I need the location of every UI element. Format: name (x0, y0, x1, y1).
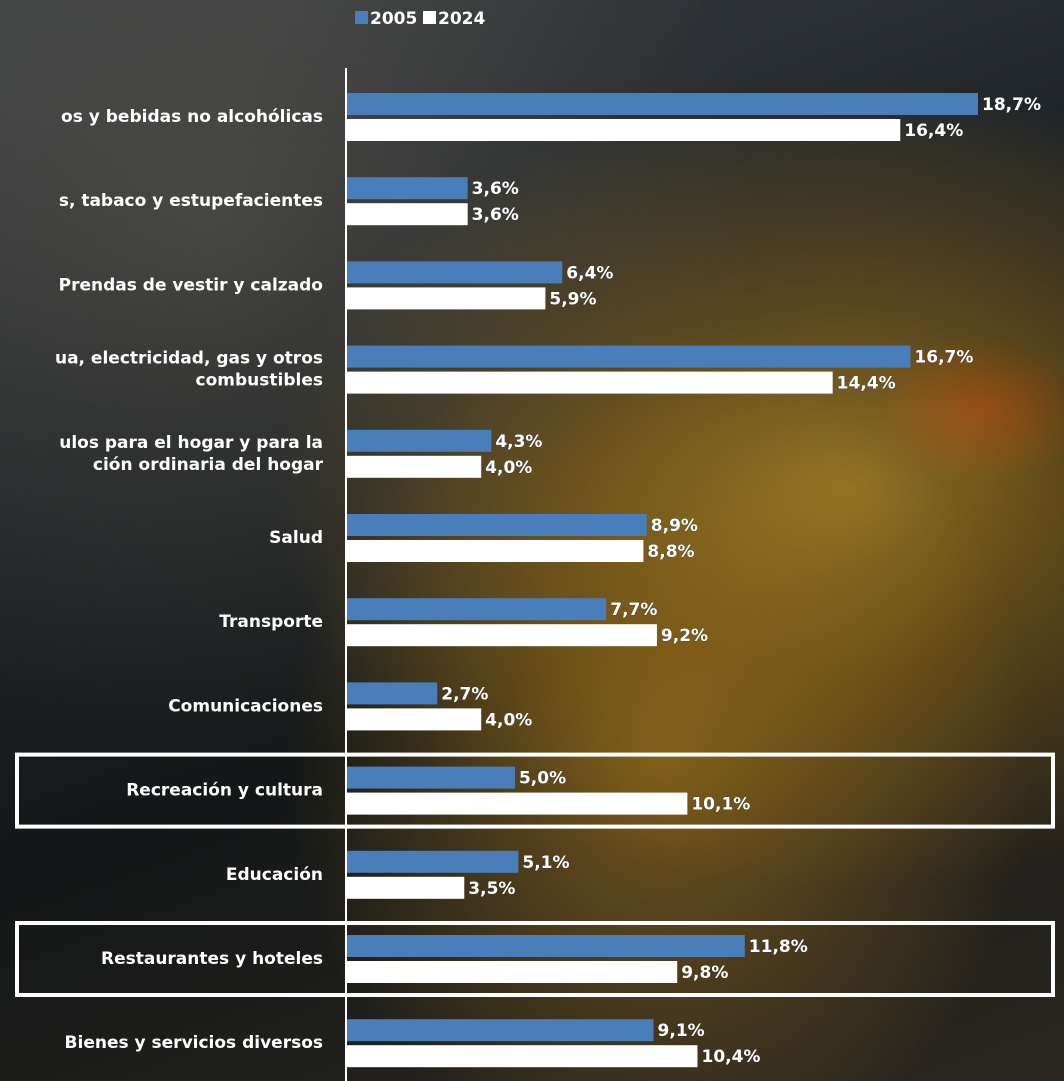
highlight-boxes (15, 752, 1055, 997)
category-labels: os y bebidas no alcohólicas s, tabaco y e… (55, 107, 324, 1053)
bar-2024-educacion (346, 876, 465, 899)
data-label-2024-prendas-de-vestir-y-calzado: 5,9% (549, 289, 596, 309)
category-label-educacion: Educación (226, 865, 323, 885)
bar-2005-salud (346, 514, 647, 536)
data-label-2005-vivienda-agua-electricidad-gas-y-otros-combustibles: 16,7% (914, 348, 973, 368)
category-label-muebles-articulos-para-el-hogar-y-para-la-conservacion-ordinaria-del-hogar-line-2: ción ordinaria del hogar (93, 455, 324, 475)
bar-2024-alimentos-y-bebidas-no-alcoholicas (346, 119, 901, 141)
category-label-vivienda-agua-electricidad-gas-y-otros-combustibles-line-2: combustibles (196, 371, 323, 391)
data-label-2005-alimentos-y-bebidas-no-alcoholicas: 18,7% (982, 95, 1041, 115)
category-label-bienes-y-servicios-diversos: Bienes y servicios diversos (65, 1033, 323, 1053)
data-label-2024-educacion: 3,5% (468, 879, 515, 899)
bar-2024-salud (346, 540, 644, 562)
data-labels: 18,7% 16,4% 3,6% 3,6% 6,4% 5,9% 16,7% 14,4% 4,3%… (441, 95, 1041, 1068)
category-label-bebidas-alcoholicas-tabaco-y-estupefacientes: s, tabaco y estupefacientes (59, 191, 323, 211)
bar-2005-recreacion-y-cultura (346, 766, 515, 789)
category-label-muebles-articulos-para-el-hogar-y-para-la-conservacion-ordinaria-del-hogar-line-1: ulos para el hogar y para la (59, 433, 323, 453)
data-label-2005-comunicaciones: 2,7% (441, 684, 488, 704)
bar-2005-bebidas-alcoholicas-tabaco-y-estupefacientes (346, 177, 468, 200)
bar-2005-educacion (346, 850, 519, 873)
data-label-2024-muebles-articulos-para-el-hogar-y-para-la-conservacion-ordinaria-del-hogar: 4,0% (485, 458, 532, 478)
data-label-2024-bienes-y-servicios-diversos: 10,4% (701, 1047, 760, 1067)
data-label-2005-prendas-de-vestir-y-calzado: 6,4% (566, 263, 613, 283)
data-label-2024-comunicaciones: 4,0% (485, 710, 532, 730)
category-label-vivienda-agua-electricidad-gas-y-otros-combustibles-line-1: ua, electricidad, gas y otros (55, 349, 323, 369)
data-label-2024-transporte: 9,2% (661, 626, 708, 646)
highlight-box-restaurantes-y-hoteles (15, 921, 1055, 997)
bar-2024-muebles-articulos-para-el-hogar-y-para-la-conservacion-ordinaria-del-hogar (346, 455, 482, 478)
bar-2024-prendas-de-vestir-y-calzado (346, 287, 546, 310)
data-label-2024-bebidas-alcoholicas-tabaco-y-estupefacientes: 3,6% (472, 205, 519, 225)
data-label-2005-recreacion-y-cultura: 5,0% (519, 769, 566, 789)
bar-2024-bienes-y-servicios-diversos (346, 1045, 698, 1068)
data-label-2005-muebles-articulos-para-el-hogar-y-para-la-conservacion-ordinaria-del-hogar: 4,3% (495, 432, 542, 452)
bar-2005-transporte (346, 598, 607, 621)
legend-label-2005: 2005 (370, 9, 417, 29)
category-label-recreacion-y-cultura: Recreación y cultura (126, 781, 323, 801)
data-label-2024-salud: 8,8% (647, 542, 694, 562)
category-label-alimentos-y-bebidas-no-alcoholicas: os y bebidas no alcohólicas (61, 107, 323, 127)
data-label-2005-educacion: 5,1% (522, 853, 569, 873)
bar-2005-prendas-de-vestir-y-calzado (346, 261, 563, 284)
category-label-salud: Salud (269, 528, 323, 548)
legend-swatch-2005 (355, 11, 368, 24)
data-label-2024-vivienda-agua-electricidad-gas-y-otros-combustibles: 14,4% (837, 374, 896, 394)
data-label-2005-bienes-y-servicios-diversos: 9,1% (658, 1021, 705, 1041)
category-label-restaurantes-y-hoteles: Restaurantes y hoteles (101, 949, 323, 969)
bar-2005-alimentos-y-bebidas-no-alcoholicas (346, 93, 978, 115)
bar-2005-restaurantes-y-hoteles (346, 935, 745, 957)
category-label-transporte: Transporte (219, 612, 323, 632)
bar-2005-bienes-y-servicios-diversos (346, 1019, 654, 1042)
data-label-2024-restaurantes-y-hoteles: 9,8% (681, 963, 728, 983)
category-label-comunicaciones: Comunicaciones (168, 696, 323, 716)
data-label-2024-alimentos-y-bebidas-no-alcoholicas: 16,4% (904, 121, 963, 141)
legend-swatch-2024 (423, 11, 436, 24)
bar-2024-restaurantes-y-hoteles (346, 961, 678, 983)
bars (346, 93, 978, 1068)
data-label-2024-recreacion-y-cultura: 10,1% (691, 795, 750, 815)
highlight-box-recreacion-y-cultura (15, 752, 1055, 829)
data-label-2005-bebidas-alcoholicas-tabaco-y-estupefacientes: 3,6% (472, 179, 519, 199)
legend: 2005 2024 (355, 9, 485, 29)
bar-2005-muebles-articulos-para-el-hogar-y-para-la-conservacion-ordinaria-del-hogar (346, 429, 492, 452)
category-label-prendas-de-vestir-y-calzado: Prendas de vestir y calzado (59, 275, 323, 295)
bar-2005-comunicaciones (346, 682, 438, 705)
bar-2024-comunicaciones (346, 708, 482, 731)
data-label-2005-restaurantes-y-hoteles: 11,8% (749, 937, 808, 957)
legend-label-2024: 2024 (438, 9, 485, 29)
data-label-2005-transporte: 7,7% (610, 600, 657, 620)
bar-2024-bebidas-alcoholicas-tabaco-y-estupefacientes (346, 203, 468, 226)
bar-2005-vivienda-agua-electricidad-gas-y-otros-combustibles (346, 345, 911, 368)
data-label-2005-salud: 8,9% (651, 516, 698, 536)
bar-2024-transporte (346, 624, 657, 647)
bar-2024-vivienda-agua-electricidad-gas-y-otros-combustibles (346, 371, 833, 394)
bar-2024-recreacion-y-cultura (346, 792, 688, 815)
